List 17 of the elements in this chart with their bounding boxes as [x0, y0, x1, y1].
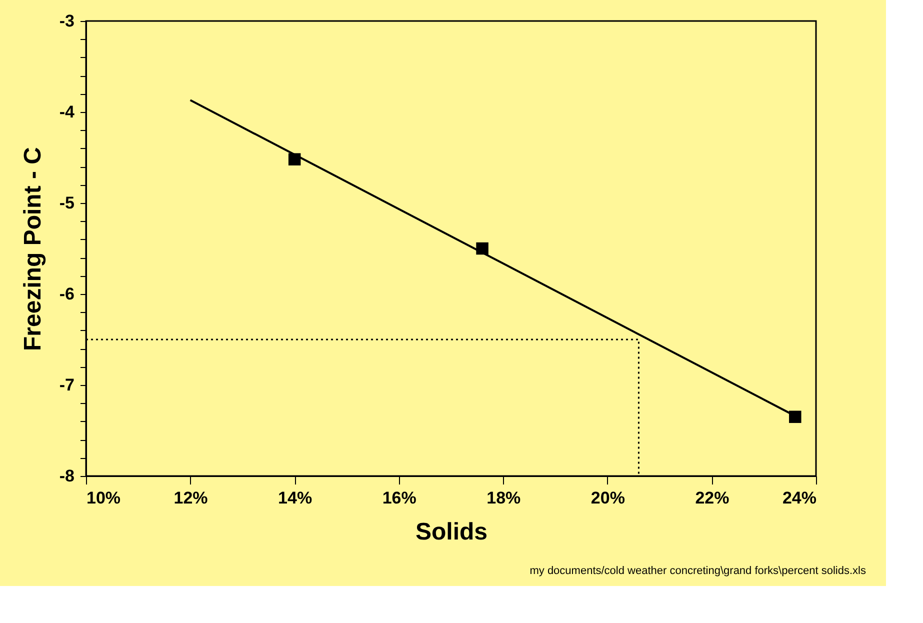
y-tick-label: -4: [59, 102, 76, 122]
x-tick-label: 22%: [695, 488, 730, 508]
text: my documents/cold weather concreting\grand forks\percent solids.xls: [530, 565, 866, 577]
y-tick-label: -3: [59, 12, 74, 30]
y-tick-label: -8: [59, 466, 74, 486]
x-tick-label: 14%: [278, 488, 312, 508]
y-axis-title: Freezing Point - C: [19, 147, 46, 351]
y-tick-label: -6: [59, 284, 74, 304]
x-tick-label: 10%: [86, 488, 121, 508]
x-axis-title: Solids: [415, 518, 488, 546]
x-tick-label: 24%: [782, 488, 816, 508]
x-tick-label: 16%: [382, 488, 416, 508]
x-tick-label: 18%: [486, 488, 521, 508]
y-tick-label: -5: [59, 194, 74, 212]
x-tick-label: 20%: [590, 488, 625, 508]
x-tick-label: 12%: [174, 488, 208, 508]
y-tick-label: -7: [59, 376, 74, 394]
